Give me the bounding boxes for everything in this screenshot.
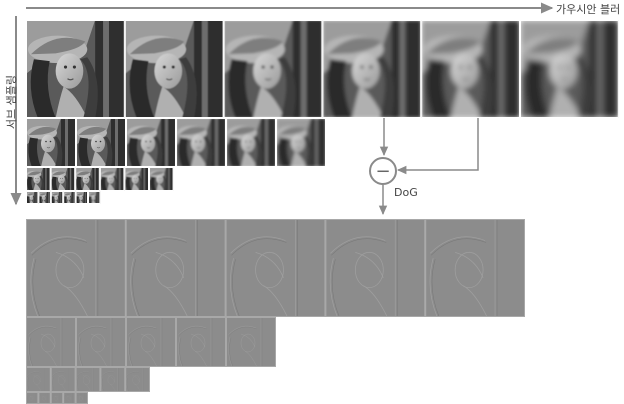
connector-right [398, 118, 478, 170]
dog-octave-2 [26, 317, 276, 367]
dog-image [26, 317, 76, 367]
gaussian-image [226, 118, 276, 167]
gaussian-image [51, 191, 63, 204]
gaussian-blur-label: 가우시안 블러 [556, 1, 620, 17]
gaussian-image [125, 20, 224, 118]
dog-octave-4 [26, 392, 88, 404]
dog-octave-1 [26, 219, 525, 317]
gaussian-image [149, 167, 174, 191]
gaussian-octave-1 [26, 20, 619, 118]
gaussian-image [126, 118, 176, 167]
gaussian-image [76, 118, 126, 167]
dog-image [26, 367, 51, 392]
dog-image [226, 317, 276, 367]
gaussian-image [63, 191, 75, 204]
gaussian-image [520, 20, 619, 118]
gaussian-octave-3 [26, 167, 174, 191]
gaussian-octave-4 [26, 191, 100, 204]
dog-octave-3 [26, 367, 150, 392]
minus-symbol-icon: − [375, 161, 390, 182]
gaussian-image [26, 191, 38, 204]
gaussian-image [88, 191, 100, 204]
gaussian-image [75, 167, 100, 191]
dog-image [125, 367, 150, 392]
dog-image [76, 317, 126, 367]
dog-image [26, 392, 38, 404]
gaussian-image [38, 191, 50, 204]
gaussian-image [76, 191, 88, 204]
dog-image [63, 392, 75, 404]
dog-image [126, 317, 176, 367]
gaussian-image [51, 167, 76, 191]
dog-image [51, 367, 76, 392]
gaussian-image [224, 20, 323, 118]
dog-pyramid [26, 219, 525, 404]
gaussian-pyramid [26, 20, 619, 204]
gaussian-image [26, 118, 76, 167]
dog-image [325, 219, 425, 317]
gaussian-image [421, 20, 520, 118]
dog-image [100, 367, 125, 392]
dog-image [51, 392, 63, 404]
gaussian-octave-2 [26, 118, 326, 167]
dog-label: DoG [394, 186, 418, 199]
gaussian-image [176, 118, 226, 167]
dog-image [226, 219, 326, 317]
dog-image [126, 219, 226, 317]
gaussian-image [26, 20, 125, 118]
dog-image [26, 219, 126, 317]
dog-image [76, 367, 101, 392]
gaussian-image [322, 20, 421, 118]
gaussian-image [276, 118, 326, 167]
gaussian-image [26, 167, 51, 191]
gaussian-image [100, 167, 125, 191]
dog-image [176, 317, 226, 367]
gaussian-image [124, 167, 149, 191]
dog-image [76, 392, 88, 404]
dog-image [38, 392, 50, 404]
dog-image [425, 219, 525, 317]
subsampling-label: 서브 샘플링 [3, 67, 19, 137]
